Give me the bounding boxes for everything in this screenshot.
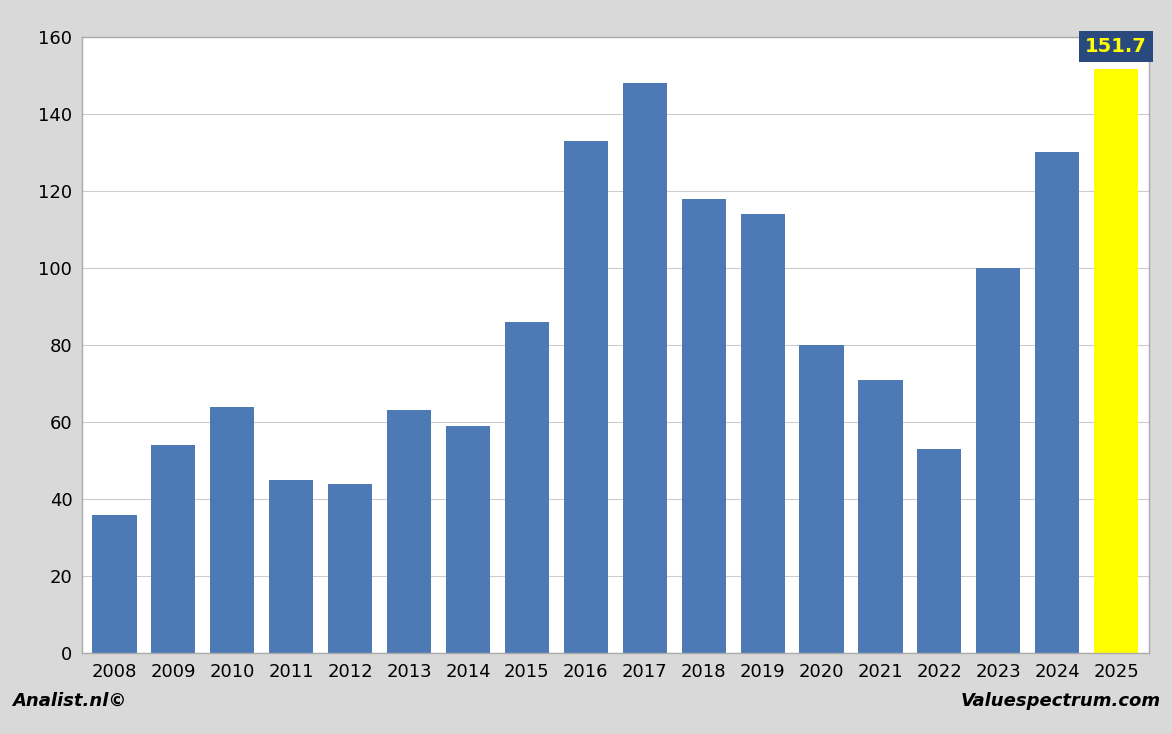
Bar (622, 83, 667, 653)
Bar (564, 141, 608, 653)
Bar (270, 480, 313, 653)
Bar (858, 379, 902, 653)
Bar (445, 426, 490, 653)
Bar (741, 214, 785, 653)
Bar (799, 345, 844, 653)
Text: 151.7: 151.7 (1085, 37, 1147, 56)
Bar (387, 410, 431, 653)
Bar (1035, 153, 1079, 653)
Bar (505, 321, 548, 653)
Bar (210, 407, 254, 653)
Bar (918, 449, 961, 653)
Bar (682, 199, 725, 653)
Bar (328, 484, 373, 653)
Bar (976, 268, 1021, 653)
Bar (93, 515, 137, 653)
Bar (151, 445, 196, 653)
Bar (1093, 69, 1138, 653)
Text: Valuespectrum.com: Valuespectrum.com (960, 692, 1160, 710)
Text: Analist.nl©: Analist.nl© (12, 692, 127, 710)
